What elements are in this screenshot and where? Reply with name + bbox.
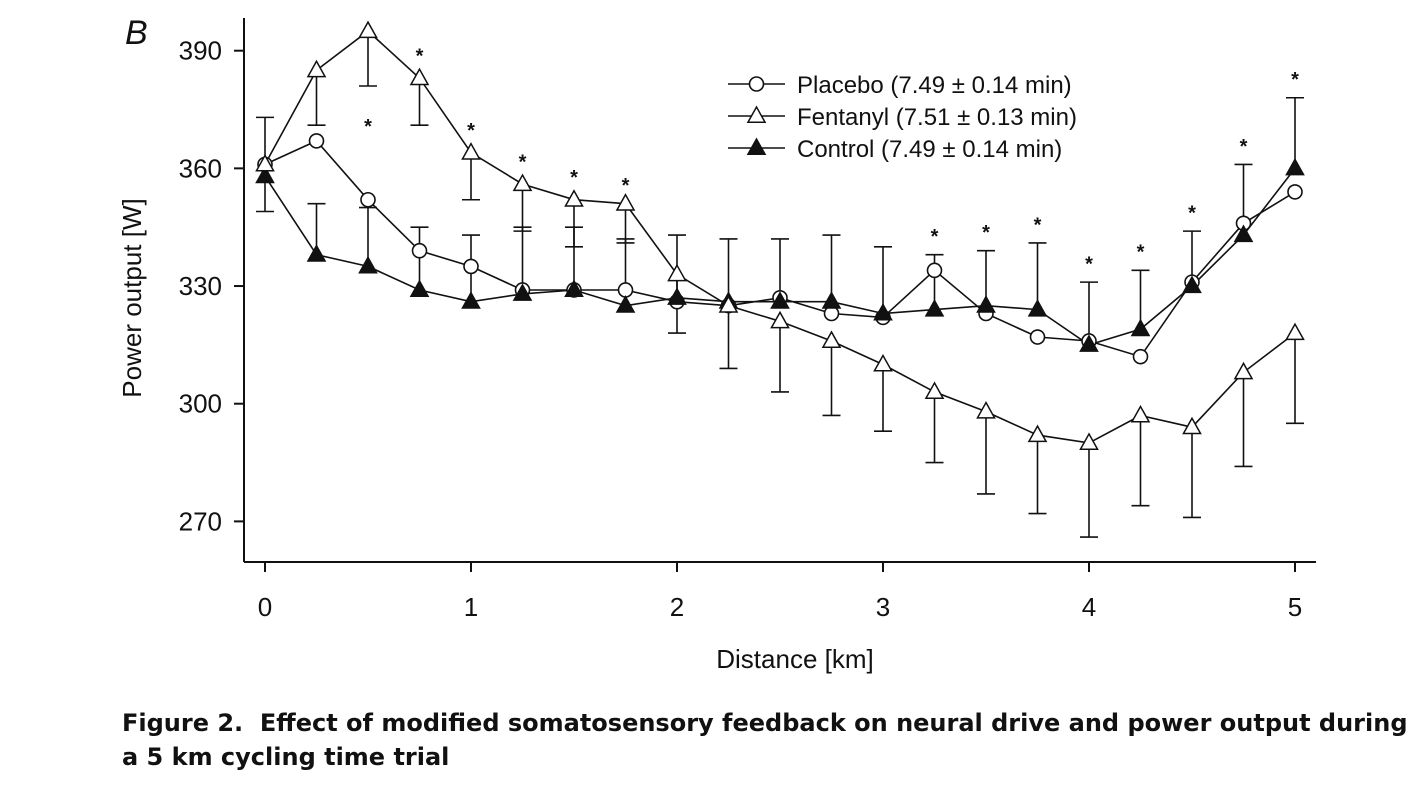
series-markers xyxy=(255,20,1305,450)
data-point xyxy=(409,279,430,298)
legend-label: Fentanyl (7.51 ± 0.13 min) xyxy=(797,104,1077,131)
significance-marker: * xyxy=(467,120,475,142)
data-point xyxy=(873,302,893,321)
caption-number: Figure 2. xyxy=(122,709,244,737)
data-point xyxy=(411,242,428,259)
x-tick-label: 1 xyxy=(464,592,478,622)
data-point xyxy=(255,165,275,184)
data-point xyxy=(463,258,479,275)
significance-marker: * xyxy=(416,46,424,68)
x-tick-label: 0 xyxy=(258,592,272,622)
data-point xyxy=(1233,224,1254,243)
significance-marker: * xyxy=(1240,136,1248,158)
significance-marker: * xyxy=(622,175,630,197)
data-point xyxy=(564,279,584,298)
significance-marker: * xyxy=(1085,254,1093,276)
data-point xyxy=(409,67,430,86)
data-point xyxy=(821,291,842,309)
data-point xyxy=(564,189,584,207)
legend-label: Placebo (7.49 ± 0.14 min) xyxy=(797,72,1072,99)
data-point xyxy=(1130,404,1151,423)
data-point xyxy=(926,262,943,279)
data-point xyxy=(1027,424,1048,443)
data-point xyxy=(1182,275,1202,294)
x-tick-label: 2 xyxy=(670,592,684,622)
x-tick-label: 3 xyxy=(876,592,890,622)
data-point xyxy=(873,353,893,372)
figure-caption: Figure 2. Effect of modified somatosenso… xyxy=(122,706,1412,774)
significance-marker: * xyxy=(364,116,372,138)
data-point xyxy=(308,133,325,149)
data-point xyxy=(821,330,842,349)
significance-marker: * xyxy=(1188,203,1196,225)
significance-marker: * xyxy=(982,222,990,244)
data-point xyxy=(1287,184,1303,200)
data-point xyxy=(667,287,687,305)
y-tick-label: 360 xyxy=(179,153,222,183)
legend-marker xyxy=(746,137,767,156)
data-point xyxy=(360,191,376,208)
data-point xyxy=(255,153,275,172)
data-point xyxy=(924,381,945,399)
data-point xyxy=(770,310,790,329)
y-axis-label: Power output [W] xyxy=(117,198,147,397)
error-bars xyxy=(256,31,1304,538)
data-point xyxy=(1132,348,1149,365)
data-point xyxy=(1233,361,1254,380)
data-point xyxy=(667,263,687,282)
data-point xyxy=(615,193,636,211)
significance-marker: * xyxy=(1291,69,1299,91)
data-point xyxy=(1130,318,1151,337)
data-point xyxy=(306,244,327,262)
data-point xyxy=(617,282,634,298)
line-chart: B 270 300 330 360 390 0 1 2 3 4 5 * * * * * * * * * * * * * * P… xyxy=(117,14,1316,674)
x-tick-label: 5 xyxy=(1288,592,1302,622)
data-point xyxy=(615,295,636,313)
data-point xyxy=(924,299,945,317)
data-point xyxy=(1285,322,1305,341)
significance-annotations: * * * * * * * * * * * * * * xyxy=(364,46,1299,276)
data-point xyxy=(1027,299,1048,317)
legend-label: Control (7.49 ± 0.14 min) xyxy=(797,136,1062,163)
data-point xyxy=(1029,329,1046,345)
y-tick-label: 300 xyxy=(179,389,222,419)
data-point xyxy=(1182,416,1202,435)
data-point xyxy=(358,20,378,39)
data-point xyxy=(512,283,533,301)
data-point xyxy=(461,291,481,309)
y-tick-label: 390 xyxy=(179,36,222,66)
data-point xyxy=(1079,432,1099,450)
y-tick-label: 330 xyxy=(179,271,222,301)
legend: Placebo (7.49 ± 0.14 min) Fentanyl (7.51 … xyxy=(728,72,1077,163)
x-tick-label: 4 xyxy=(1082,592,1096,622)
caption-title: Effect of modified somatosensory feedbac… xyxy=(122,709,1408,771)
axes: 270 300 330 360 390 0 1 2 3 4 5 xyxy=(179,18,1316,622)
legend-marker xyxy=(748,76,765,92)
data-point xyxy=(976,401,996,419)
data-point xyxy=(770,291,790,309)
panel-label: B xyxy=(125,14,148,52)
data-point xyxy=(718,295,739,313)
data-point xyxy=(512,173,533,192)
data-point xyxy=(461,142,481,160)
significance-marker: * xyxy=(931,226,939,248)
data-point xyxy=(976,295,996,313)
legend-marker xyxy=(746,105,767,124)
x-axis-label: Distance [km] xyxy=(716,644,874,674)
significance-marker: * xyxy=(519,152,527,174)
data-point xyxy=(1285,157,1305,176)
significance-marker: * xyxy=(1034,214,1042,236)
data-point xyxy=(358,255,378,274)
y-tick-label: 270 xyxy=(179,506,222,536)
data-point xyxy=(1079,334,1099,352)
significance-marker: * xyxy=(1137,242,1145,264)
significance-marker: * xyxy=(570,167,578,189)
data-point xyxy=(306,59,327,78)
